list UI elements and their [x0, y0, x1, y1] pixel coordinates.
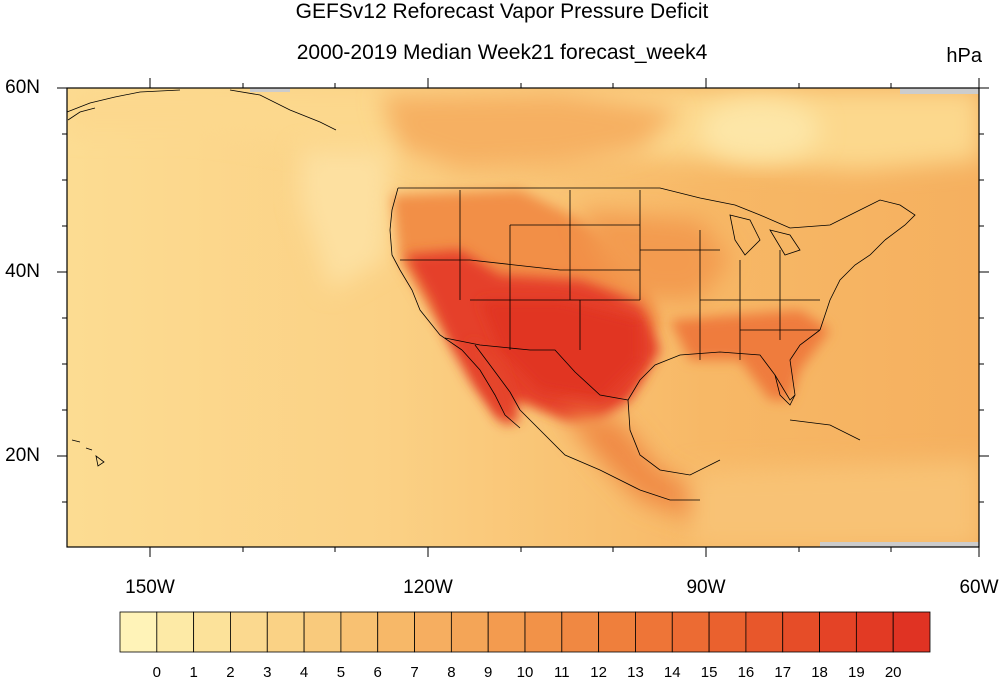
colorbar-tick-label: 12 — [590, 664, 607, 681]
colorbar-box — [156, 611, 195, 653]
colorbar-box — [598, 611, 636, 653]
colorbar-tick-label: 9 — [484, 664, 493, 681]
colorbar-tick-label: 5 — [336, 664, 346, 681]
colorbar-box — [819, 611, 857, 653]
colorbar-box — [377, 611, 415, 653]
lon-label-60w: 60W — [959, 577, 999, 598]
colorbar-box — [708, 611, 747, 653]
colorbar-box — [303, 611, 342, 653]
vpd-field — [67, 88, 979, 547]
colorbar-tick-label: 7 — [410, 664, 419, 681]
colorbar-tick-label: 8 — [447, 664, 456, 681]
axis-ticks — [57, 78, 989, 557]
colorbar-box — [524, 611, 563, 653]
colorbar-tick-label: 0 — [152, 664, 161, 681]
colorbar-box — [340, 611, 379, 653]
colorbar-box — [193, 611, 231, 653]
colorbar-tick-label: 17 — [774, 664, 792, 681]
colorbar-tick-label: 16 — [737, 664, 755, 681]
colorbar-box — [119, 611, 158, 653]
colorbar-tick-label: 20 — [884, 664, 902, 681]
colorbar-tick-label: 11 — [554, 664, 570, 681]
colorbar-box — [745, 611, 784, 653]
colorbar-box — [782, 611, 820, 653]
colorbar-box — [561, 611, 600, 653]
colorbar-tick-label: 1 — [189, 664, 198, 681]
lon-label-90w: 90W — [686, 577, 726, 598]
colorbar-box — [230, 611, 268, 653]
colorbar-box — [414, 611, 452, 653]
colorbar-tick-label: 18 — [811, 664, 828, 681]
colorbar-tick-label: 19 — [848, 664, 865, 681]
lon-label-120w: 120W — [403, 577, 453, 598]
colorbar-tick-label: 6 — [373, 664, 382, 681]
colorbar-box — [671, 611, 710, 653]
colorbar-tick-label: 14 — [663, 664, 681, 681]
colorbar — [119, 611, 931, 653]
lat-label-60n: 60N — [5, 77, 40, 98]
colorbar-box — [487, 611, 526, 653]
units-label: hPa — [946, 45, 982, 67]
colorbar-box — [450, 611, 489, 653]
colorbar-tick-label: 10 — [516, 664, 534, 681]
colorbar-box — [635, 611, 673, 653]
map-title: GEFSv12 Reforecast Vapor Pressure Defici… — [295, 0, 709, 23]
colorbar-tick-label: 3 — [263, 664, 272, 681]
colorbar-box — [892, 611, 931, 653]
colorbar-box — [266, 611, 305, 653]
colorbar-tick-label: 15 — [700, 664, 718, 681]
lat-label-40n: 40N — [5, 261, 40, 282]
colorbar-box — [855, 611, 894, 653]
lat-label-20n: 20N — [5, 445, 40, 466]
colorbar-tick-label: 2 — [226, 664, 235, 681]
lon-label-150w: 150W — [125, 577, 175, 598]
colorbar-tick-label: 4 — [299, 664, 309, 681]
map-subtitle: 2000-2019 Median Week21 forecast_week4 — [296, 41, 708, 64]
colorbar-tick-label: 13 — [627, 664, 644, 681]
coastline-borders — [66, 89, 916, 501]
